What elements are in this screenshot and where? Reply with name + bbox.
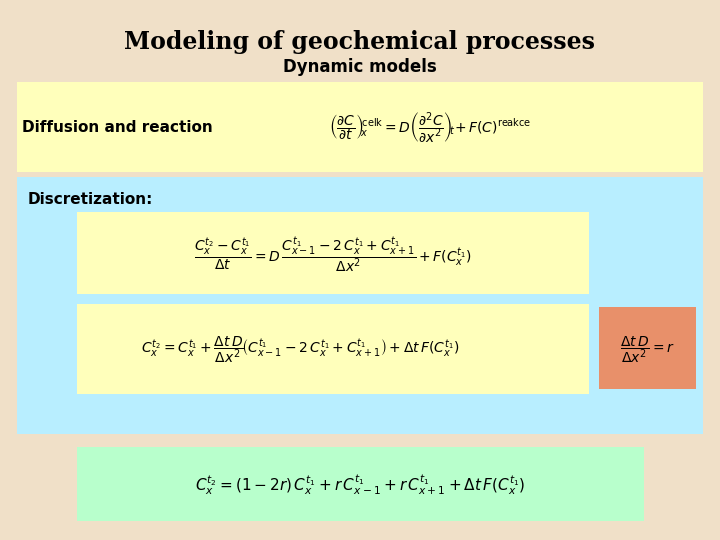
FancyBboxPatch shape [17,177,703,434]
Text: $C_{x}^{t_2} = (1-2r)\,C_{x}^{t_1} + r\,C_{x-1}^{t_1} + r\,C_{x+1}^{t_1} + \Delt: $C_{x}^{t_2} = (1-2r)\,C_{x}^{t_1} + r\,… [195,472,525,497]
FancyBboxPatch shape [17,82,703,172]
FancyBboxPatch shape [77,447,644,521]
Text: Dynamic models: Dynamic models [283,58,437,76]
Text: $\dfrac{C_{x}^{t_2} - C_{x}^{t_1}}{\Delta t} = D\,\dfrac{C_{x-1}^{t_1} - 2\,C_{x: $\dfrac{C_{x}^{t_2} - C_{x}^{t_1}}{\Delt… [194,235,472,275]
Text: $\dfrac{\Delta t\,D}{\Delta x^2} = r$: $\dfrac{\Delta t\,D}{\Delta x^2} = r$ [621,334,675,366]
Text: $C_{x}^{t_2} = C_{x}^{t_1} + \dfrac{\Delta t\,D}{\Delta x^2}\!\left(C_{x-1}^{t_1: $C_{x}^{t_2} = C_{x}^{t_1} + \dfrac{\Del… [140,334,459,366]
FancyBboxPatch shape [77,304,589,394]
FancyBboxPatch shape [599,307,696,389]
FancyBboxPatch shape [77,212,589,294]
Text: Diffusion and reaction: Diffusion and reaction [22,120,212,136]
Text: Modeling of geochemical processes: Modeling of geochemical processes [125,30,595,54]
Text: Discretization:: Discretization: [28,192,153,207]
Text: $\left(\dfrac{\partial C}{\partial t}\right)_{\!\!x}^{\!\rm celk} = D\left(\dfra: $\left(\dfrac{\partial C}{\partial t}\ri… [329,111,531,146]
